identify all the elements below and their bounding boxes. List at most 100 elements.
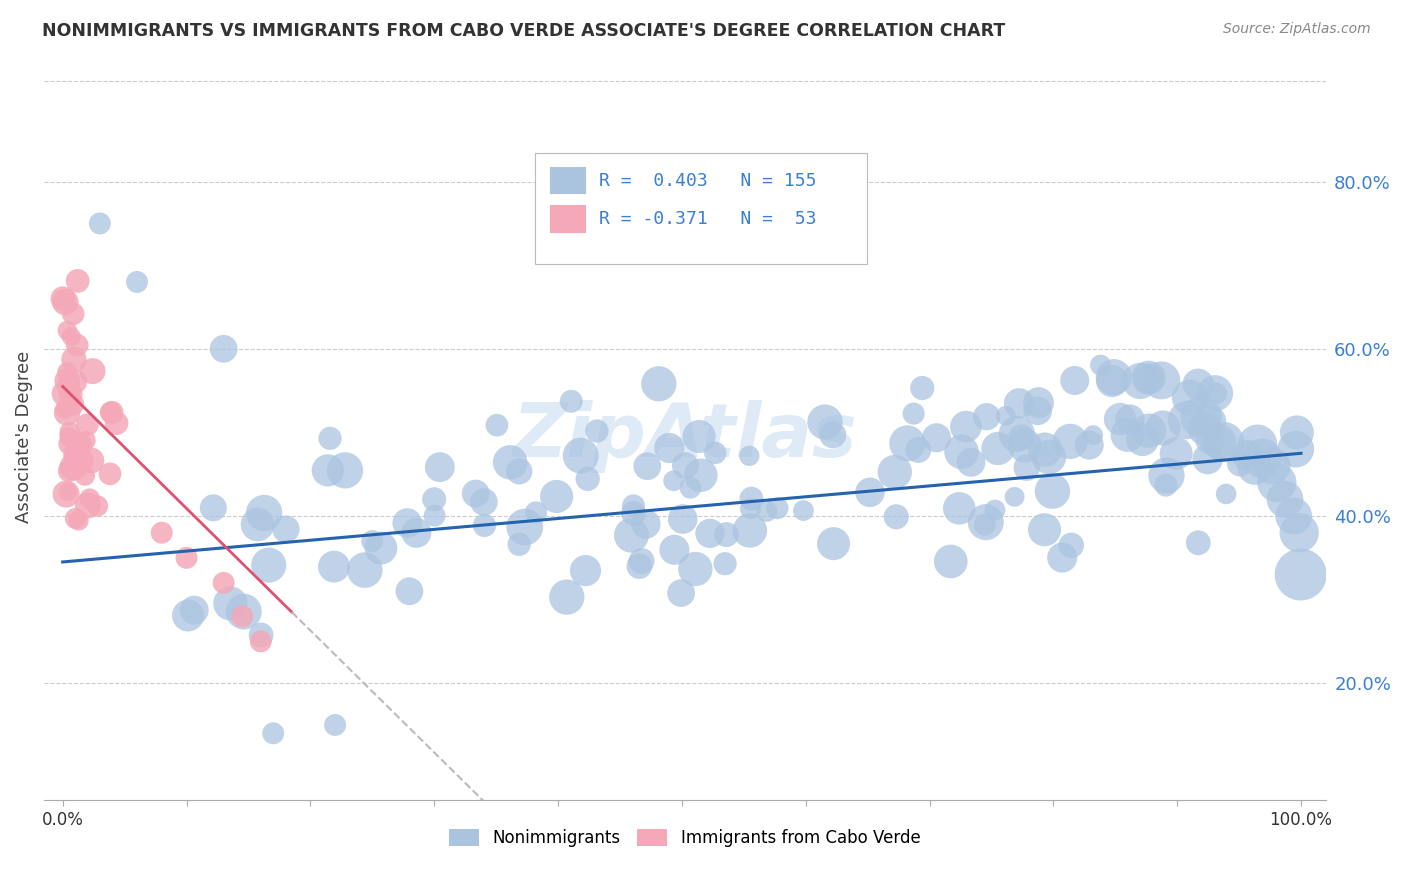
Point <box>620 528 643 542</box>
Point <box>53 295 76 310</box>
Point <box>75 434 97 448</box>
Point <box>555 590 578 604</box>
Point <box>792 503 814 517</box>
Point <box>316 463 339 477</box>
Point <box>1081 428 1104 442</box>
Point <box>699 526 721 541</box>
Point <box>1285 442 1308 457</box>
Point <box>66 338 89 352</box>
Point <box>1137 371 1160 385</box>
Point <box>623 507 645 521</box>
Bar <box>550 167 586 194</box>
Point <box>689 468 711 483</box>
Point <box>1285 425 1308 440</box>
Point <box>58 387 80 401</box>
Point <box>405 525 427 540</box>
Point <box>1154 478 1177 492</box>
Point <box>323 559 346 574</box>
Point <box>101 405 124 419</box>
Point <box>1208 435 1230 450</box>
Point <box>508 537 530 551</box>
Point <box>65 511 87 525</box>
Point <box>1015 460 1038 475</box>
Point <box>672 512 695 526</box>
Point <box>1215 487 1237 501</box>
Point <box>1038 450 1060 464</box>
Point <box>648 376 671 391</box>
Point <box>76 417 98 432</box>
Point <box>524 506 547 520</box>
Point <box>974 517 997 532</box>
Point <box>398 584 420 599</box>
Point <box>250 634 273 648</box>
Point <box>69 453 91 467</box>
Point <box>80 453 103 467</box>
Point <box>987 442 1010 456</box>
Point <box>939 554 962 568</box>
Point <box>685 562 707 576</box>
Point <box>1132 433 1154 447</box>
Point <box>67 514 90 528</box>
Point <box>55 487 77 501</box>
Point <box>82 364 104 378</box>
Point <box>636 459 658 474</box>
Point <box>353 563 375 577</box>
Point <box>86 499 108 513</box>
Point <box>738 524 761 538</box>
Text: R =  0.403   N = 155: R = 0.403 N = 155 <box>599 171 817 190</box>
Point <box>100 405 122 419</box>
Point <box>176 550 198 565</box>
Point <box>766 501 789 516</box>
Point <box>73 468 96 483</box>
Point <box>883 465 905 479</box>
Point <box>955 419 977 434</box>
Point <box>1042 484 1064 499</box>
Point <box>58 375 80 389</box>
Point <box>1194 421 1216 435</box>
Point <box>623 499 645 513</box>
Text: R = -0.371   N =  53: R = -0.371 N = 53 <box>599 211 817 228</box>
Point <box>56 365 79 379</box>
Point <box>716 527 738 541</box>
Point <box>1101 374 1123 388</box>
Point <box>634 517 657 532</box>
Point <box>1137 424 1160 438</box>
Point <box>62 447 84 461</box>
Point <box>52 292 75 306</box>
Point <box>464 486 486 500</box>
Point <box>586 424 609 438</box>
Point <box>58 437 80 451</box>
Point <box>1189 409 1212 424</box>
Point <box>370 541 392 555</box>
Point <box>1059 434 1081 449</box>
Point <box>59 395 82 409</box>
Point <box>333 463 356 477</box>
Point <box>821 427 844 442</box>
Point <box>1199 433 1222 447</box>
Point <box>66 274 89 288</box>
Point <box>960 455 983 469</box>
Point <box>884 509 907 524</box>
Point <box>574 564 596 578</box>
Point <box>1166 446 1188 460</box>
Point <box>508 464 530 478</box>
Point <box>274 522 297 536</box>
Point <box>1213 434 1236 449</box>
Point <box>67 438 90 452</box>
Point <box>688 429 710 443</box>
Text: ZipAtlas: ZipAtlas <box>513 401 858 473</box>
Point <box>1026 404 1049 418</box>
Point <box>472 495 495 509</box>
Point <box>1090 358 1112 372</box>
Point <box>59 431 82 445</box>
Point <box>560 394 582 409</box>
Point <box>1033 523 1056 537</box>
Point <box>1175 413 1198 427</box>
Point <box>679 481 702 495</box>
Point <box>499 455 522 469</box>
Point <box>546 490 568 504</box>
Point <box>262 726 284 740</box>
Point <box>1229 456 1251 470</box>
Point <box>56 429 79 443</box>
Point <box>183 603 205 617</box>
